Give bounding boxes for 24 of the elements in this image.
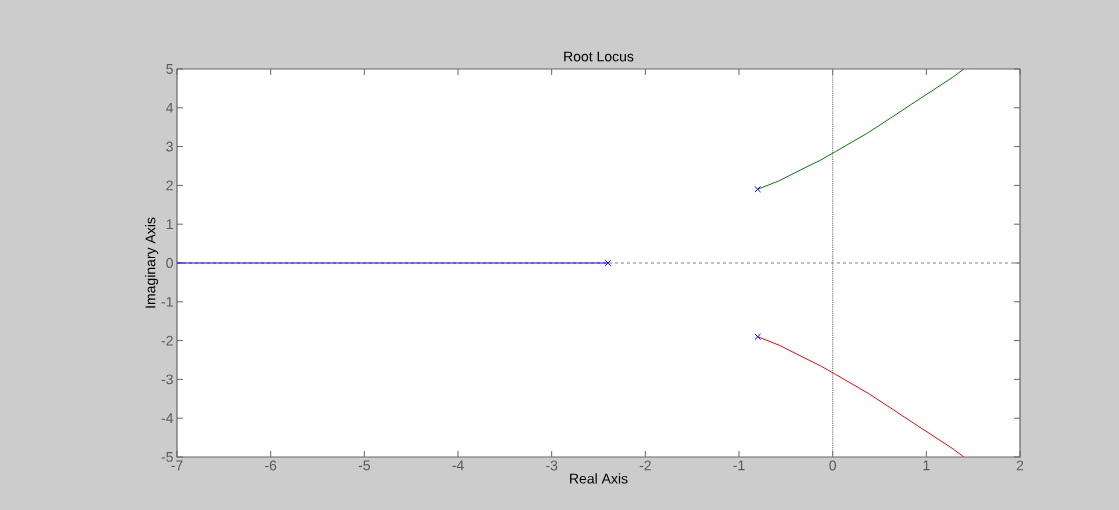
y-tick-label: -2 [161,335,173,346]
y-tick-label: 5 [166,64,173,74]
x-tick-label: -3 [546,460,558,471]
x-tick-label: -6 [265,460,277,471]
x-tick-label: -2 [639,460,651,471]
y-tick-label: 4 [166,102,174,113]
x-tick-label: -1 [733,460,745,471]
y-tick-label: -4 [161,413,174,423]
x-tick-label: 1 [923,460,930,471]
chart-title: Root Locus [564,51,634,62]
y-tick-label: -3 [161,374,173,385]
y-tick-label: 0 [166,258,173,268]
y-tick-label: 1 [166,219,173,229]
x-axis-title: Real Axis [570,473,628,484]
x-tick-label: 0 [829,460,837,471]
y-tick-label: -5 [161,452,173,462]
y-tick-label: 2 [166,180,173,191]
y-tick-label: 3 [166,141,173,152]
x-tick-label: -5 [358,460,370,471]
y-axis-title: Imaginary Axis [145,217,159,308]
x-tick-label: -7 [171,460,183,471]
x-tick-label: 2 [1016,460,1024,471]
x-tick-label: -4 [452,460,464,471]
y-tick-label: -1 [161,296,173,307]
